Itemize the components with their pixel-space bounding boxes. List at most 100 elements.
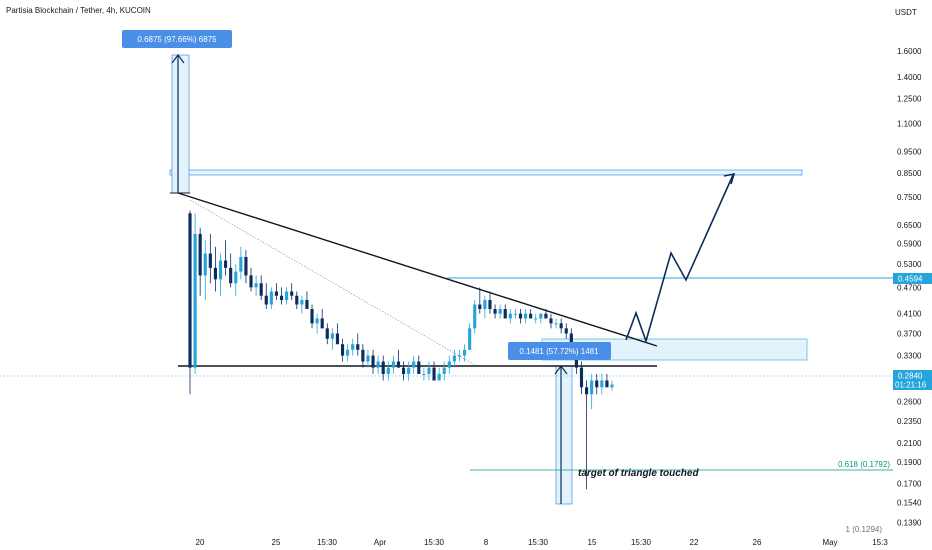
time-tick-label: 15	[588, 538, 597, 547]
candle-body	[585, 387, 589, 395]
triangle-upper-trendline[interactable]	[177, 192, 658, 347]
candle-body	[483, 300, 487, 310]
candle-body	[478, 304, 482, 310]
price-tick-label: 0.6500	[897, 221, 922, 230]
candle-body	[391, 361, 395, 368]
target-zone-box[interactable]	[169, 169, 803, 176]
candle-body	[310, 309, 314, 324]
candle-body	[335, 333, 340, 345]
candle-body	[356, 344, 360, 350]
candle-body	[427, 367, 431, 374]
resistance-price-badge	[893, 273, 932, 284]
price-tick-label: 0.1390	[897, 518, 922, 527]
candle-body	[457, 355, 462, 357]
candle-body	[600, 380, 604, 388]
time-tick-label: 15:30	[424, 538, 445, 547]
candle-body	[290, 291, 294, 296]
diagonal-dotted-line	[189, 199, 476, 366]
candle-body	[610, 384, 614, 388]
candle-body	[300, 300, 304, 305]
candle-body	[488, 300, 492, 310]
candle-body	[554, 323, 558, 325]
candle-body	[330, 333, 334, 339]
time-tick-label: 22	[690, 538, 699, 547]
projection-path[interactable]	[625, 174, 734, 344]
candle-body	[493, 309, 497, 314]
candle-body	[361, 349, 365, 362]
candle-body	[315, 318, 319, 324]
candle-body	[366, 355, 370, 362]
candle-body	[208, 253, 212, 268]
price-tick-label: 0.4700	[897, 283, 922, 292]
price-axis-unit: USDT	[895, 8, 917, 17]
candlestick-series	[188, 210, 614, 490]
time-tick-label: 25	[272, 538, 281, 547]
resistance-price-label: 0.4594	[898, 275, 923, 284]
candle-body	[468, 328, 472, 350]
candle-body	[279, 295, 284, 301]
candle-body	[239, 257, 243, 272]
price-tick-label: 1.1000	[897, 119, 922, 128]
price-tick-label: 0.1700	[897, 480, 922, 489]
candle-body	[569, 333, 573, 350]
candle-body	[193, 233, 197, 368]
candle-body	[381, 361, 385, 374]
candle-body	[579, 367, 584, 388]
candle-body	[422, 373, 426, 375]
candle-body	[340, 344, 345, 356]
price-tick-label: 0.3300	[897, 352, 922, 361]
candle-body	[412, 361, 416, 368]
time-tick-label: Apr	[374, 538, 387, 547]
candle-body	[188, 213, 192, 368]
candle-body	[259, 283, 263, 296]
price-tick-label: 0.2600	[897, 398, 922, 407]
measure-label-bottom: 0.1481 (57.72%) 1481	[519, 347, 599, 356]
candle-body	[274, 291, 279, 296]
time-tick-label: 20	[196, 538, 205, 547]
time-tick-label: 15:30	[317, 538, 338, 547]
candle-body	[213, 267, 217, 280]
chart-title: Partisia Blockchain / Tether, 4h, KUCOIN	[6, 6, 151, 15]
candle-body	[529, 313, 533, 319]
measure-label-top: 0.6875 (97.66%) 6875	[137, 35, 217, 44]
measure-range-top[interactable]	[171, 54, 190, 194]
time-tick-label: 15:3	[872, 538, 888, 547]
candle-body	[539, 313, 543, 319]
candle-body	[544, 313, 548, 319]
candle-body	[473, 304, 477, 329]
time-tick-label: 8	[484, 538, 489, 547]
measure-arrowhead-up	[171, 54, 185, 64]
candle-body	[442, 367, 446, 374]
candle-body	[371, 355, 375, 368]
candle-body	[508, 313, 512, 319]
candle-body	[295, 295, 299, 305]
price-tick-label: 0.5900	[897, 239, 922, 248]
candle-body	[437, 373, 441, 381]
candle-body	[432, 367, 436, 381]
candle-body	[518, 313, 523, 319]
candle-body	[203, 253, 207, 276]
candle-body	[447, 361, 451, 368]
candle-body	[595, 380, 599, 388]
candle-body	[401, 367, 406, 374]
countdown-label: 01:21:16	[895, 381, 927, 390]
candle-body	[564, 328, 568, 334]
price-tick-label: 0.7500	[897, 193, 922, 202]
price-tick-label: 0.3700	[897, 329, 922, 338]
measure-label-top-bg	[122, 30, 232, 48]
price-tick-label: 0.2350	[897, 417, 922, 426]
triangle-target-annotation: target of triangle touched	[578, 468, 699, 479]
price-tick-label: 0.8500	[897, 169, 922, 178]
candle-body	[376, 361, 380, 368]
current-price-badge	[893, 370, 932, 390]
time-tick-label: 26	[753, 538, 762, 547]
candle-body	[269, 291, 273, 305]
time-axis: 20 25 15:30 Apr 15:30 8 15:30 15 15:30 22 26 May 15:…	[196, 538, 889, 547]
projection-arrowhead	[723, 172, 736, 185]
candle-body	[590, 380, 594, 395]
measure-range-bottom[interactable]	[555, 365, 573, 505]
candle-body	[244, 257, 248, 276]
candle-body	[396, 361, 401, 368]
current-price-label: 0.2840	[898, 372, 923, 381]
